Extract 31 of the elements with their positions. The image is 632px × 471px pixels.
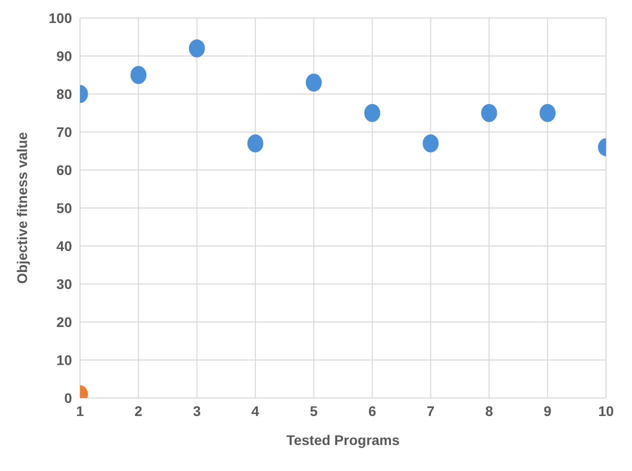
y-tick-label: 30	[56, 276, 72, 292]
y-tick-label: 20	[56, 314, 72, 330]
y-axis-title: Objective fitness value	[14, 132, 30, 284]
point	[247, 134, 264, 152]
y-tick-label: 50	[56, 200, 72, 216]
y-tick-label: 40	[56, 238, 72, 254]
point	[188, 39, 205, 58]
x-tick-label: 4	[251, 402, 260, 419]
x-tick-label: 5	[310, 402, 318, 419]
point	[306, 74, 322, 92]
x-axis-title: Tested Programs	[286, 432, 400, 448]
x-tick-label: 3	[192, 402, 201, 419]
y-tick-label: 0	[64, 390, 72, 406]
y-tick-label: 100	[48, 10, 72, 26]
point	[422, 134, 439, 152]
y-tick-label: 80	[56, 86, 72, 102]
x-tick-label: 9	[544, 402, 552, 419]
y-tick-label: 10	[56, 352, 72, 368]
point	[481, 104, 498, 122]
y-tick-label: 90	[56, 48, 72, 64]
y-tick-label: 70	[56, 124, 72, 140]
x-tick-label: 6	[368, 402, 376, 419]
x-tick-label: 7	[426, 402, 435, 419]
point	[364, 104, 380, 122]
point	[130, 66, 146, 84]
x-tick-label: 8	[485, 402, 494, 419]
x-tick-label: 2	[134, 402, 143, 419]
x-tick-label: 10	[598, 402, 614, 419]
y-tick-label: 60	[56, 162, 72, 178]
x-tick-label: 1	[76, 402, 84, 419]
point	[540, 104, 556, 122]
